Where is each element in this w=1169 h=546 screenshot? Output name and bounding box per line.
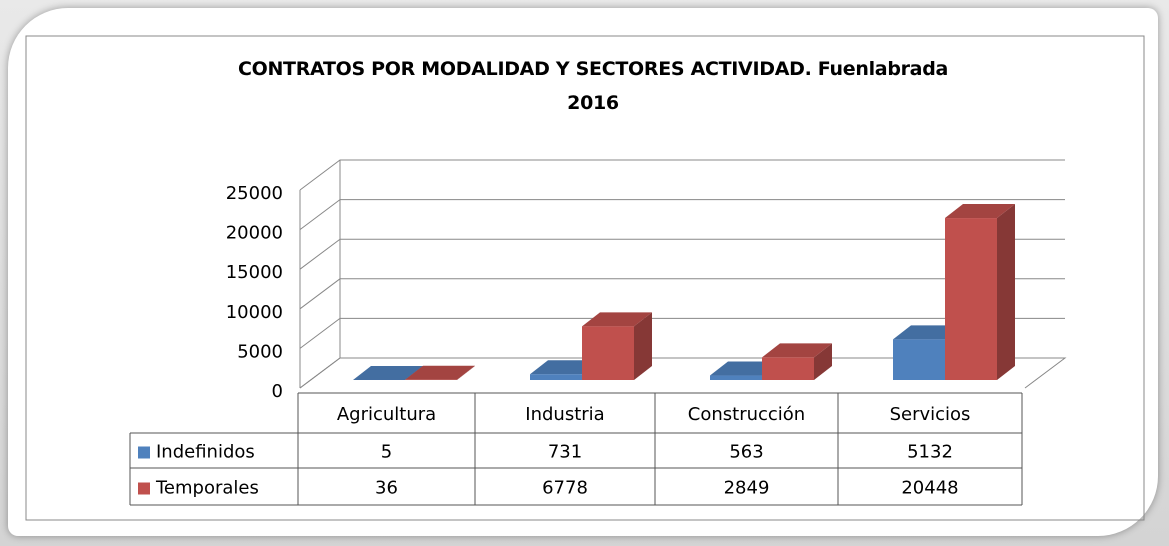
legend-key [138, 482, 150, 495]
bar-top [762, 343, 832, 358]
table-value: 563 [729, 442, 763, 463]
y-tick-label: 5000 [237, 341, 283, 362]
bar-top [582, 312, 652, 327]
grid-line [299, 317, 1065, 349]
bar [530, 374, 582, 380]
grid-line [299, 199, 1065, 231]
legend-label: Indefinidos [156, 442, 255, 463]
table-value: 36 [375, 478, 398, 499]
x-tick-label: Construcción [688, 404, 805, 425]
y-tick-label: 0 [272, 381, 283, 402]
y-tick-label: 20000 [226, 223, 283, 244]
x-tick-label: Servicios [890, 404, 971, 425]
bar [893, 339, 945, 380]
table-value: 5132 [907, 442, 953, 463]
grid-line [299, 159, 1065, 191]
bar-side [997, 204, 1015, 380]
table-value: 5 [381, 442, 392, 463]
grid-line [299, 278, 1065, 310]
bar [582, 326, 634, 380]
y-tick-label: 10000 [226, 302, 283, 323]
legend-key [138, 446, 150, 459]
bar-top [353, 365, 423, 380]
table-value: 731 [548, 442, 582, 463]
x-tick-label: Agricultura [337, 404, 436, 425]
bar [945, 218, 997, 380]
chart-border [25, 35, 1145, 521]
bar-top [405, 365, 475, 380]
chart-title: CONTRATOS POR MODALIDAD Y SECTORES ACTIV… [237, 58, 949, 114]
table-value: 2849 [724, 478, 770, 499]
bar [710, 375, 762, 380]
grid-line [299, 238, 1065, 270]
legend-label: Temporales [155, 478, 259, 499]
table-value: 20448 [901, 478, 958, 499]
y-tick-label: 25000 [226, 183, 283, 204]
bar-side [634, 312, 652, 380]
table-value: 6778 [542, 478, 588, 499]
bar-top [945, 204, 1015, 219]
y-tick-label: 15000 [226, 262, 283, 283]
bar-side [814, 343, 832, 380]
bar [762, 357, 814, 380]
x-tick-label: Industria [525, 404, 604, 425]
bar-side [457, 365, 475, 380]
